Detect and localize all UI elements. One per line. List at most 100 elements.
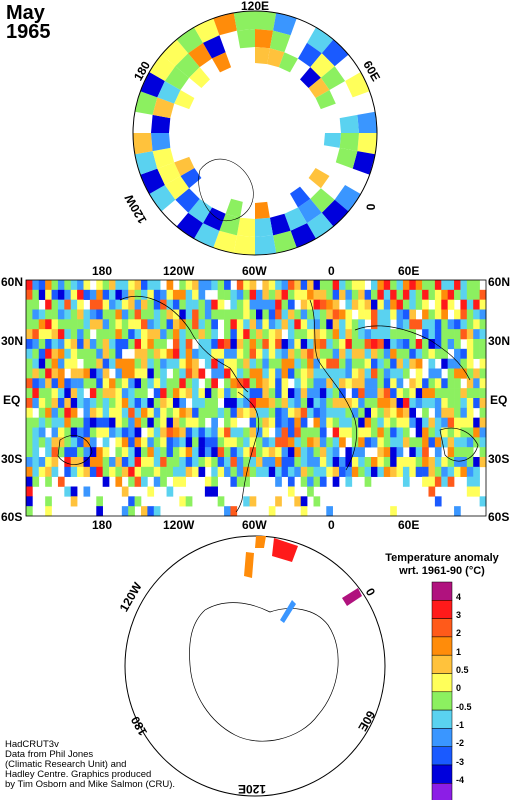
anomaly-cell xyxy=(364,329,372,340)
anomaly-cell xyxy=(383,329,391,340)
anomaly-cell xyxy=(460,388,468,399)
anomaly-cell xyxy=(121,358,129,369)
anomaly-cell xyxy=(233,11,255,31)
anomaly-cell xyxy=(160,466,167,477)
anomaly-cell xyxy=(128,427,135,438)
anomaly-cell xyxy=(313,407,321,418)
anomaly-cell xyxy=(51,299,59,310)
anomaly-cell xyxy=(255,217,274,237)
anomaly-cell xyxy=(128,417,135,428)
anomaly-cell xyxy=(460,427,468,438)
anomaly-cell xyxy=(454,289,461,300)
anomaly-cell xyxy=(390,447,397,458)
anomaly-cell xyxy=(172,378,180,389)
sp-label-120e: 120E xyxy=(238,782,267,796)
anomaly-cell xyxy=(121,427,129,438)
anomaly-cell xyxy=(262,358,270,369)
anomaly-cell xyxy=(307,407,314,418)
anomaly-cell xyxy=(134,457,142,468)
anomaly-cell xyxy=(230,348,238,359)
anomaly-cell xyxy=(192,388,199,399)
anomaly-cell xyxy=(294,280,302,291)
anomaly-cell xyxy=(141,466,148,477)
anomaly-cell xyxy=(32,476,40,487)
legend-color-bar xyxy=(431,581,453,800)
anomaly-cell xyxy=(313,339,321,350)
anomaly-cell xyxy=(268,378,276,389)
anomaly-cell xyxy=(198,309,206,320)
anomaly-cell xyxy=(332,339,340,350)
anomaly-cell xyxy=(64,319,72,330)
legend-label-m3: -3 xyxy=(456,757,465,767)
anomaly-cell xyxy=(275,368,282,379)
lat-label-left-eq: EQ xyxy=(3,393,21,407)
anomaly-cell xyxy=(224,388,231,399)
anomaly-cell xyxy=(51,339,59,350)
anomaly-cell xyxy=(479,417,487,428)
anomaly-cell xyxy=(57,388,65,399)
lat-label-left-60n: 60N xyxy=(1,275,24,289)
anomaly-cell xyxy=(479,309,487,320)
lon-label-top-180: 180 xyxy=(92,264,113,278)
anomaly-cell xyxy=(160,329,167,340)
anomaly-cell xyxy=(390,299,397,310)
anomaly-cell xyxy=(320,66,346,90)
anomaly-cell xyxy=(479,329,487,340)
anomaly-cell xyxy=(77,309,84,320)
anomaly-cell xyxy=(230,388,238,399)
anomaly-cell xyxy=(371,339,378,350)
anomaly-cell xyxy=(192,368,199,379)
anomaly-cell xyxy=(179,417,187,428)
anomaly-cell xyxy=(409,378,417,389)
anomaly-cell xyxy=(415,348,423,359)
anomaly-cell xyxy=(185,329,193,340)
anomaly-cell xyxy=(447,299,455,310)
anomaly-cell xyxy=(479,427,487,438)
anomaly-cell xyxy=(377,437,385,448)
anomaly-cell xyxy=(192,417,199,428)
anomaly-cell xyxy=(166,299,174,310)
anomaly-cell xyxy=(447,339,455,350)
anomaly-cell xyxy=(275,398,282,409)
anomaly-cell xyxy=(64,457,72,468)
anomaly-cell xyxy=(166,486,174,497)
anomaly-cell xyxy=(70,378,78,389)
anomaly-cell xyxy=(287,407,295,418)
lat-label-left-60s: 60S xyxy=(1,510,23,524)
anomaly-cell xyxy=(422,447,429,458)
anomaly-cell xyxy=(147,378,155,389)
anomaly-cell xyxy=(473,319,480,330)
anomaly-cell xyxy=(402,358,410,369)
anomaly-cell xyxy=(402,457,410,468)
anomaly-cell xyxy=(185,319,193,330)
anomaly-cell xyxy=(358,329,365,340)
anomaly-cell xyxy=(128,358,135,369)
anomaly-cell xyxy=(466,457,474,468)
anomaly-cell xyxy=(26,457,33,468)
anomaly-cell xyxy=(198,368,206,379)
anomaly-cell xyxy=(402,476,410,487)
anomaly-cell xyxy=(307,348,314,359)
anomaly-cell xyxy=(339,319,346,330)
anomaly-cell xyxy=(64,299,72,310)
anomaly-cell xyxy=(294,378,302,389)
anomaly-cell xyxy=(422,457,429,468)
anomaly-cell xyxy=(134,476,142,487)
anomaly-cell xyxy=(268,329,276,340)
anomaly-cell xyxy=(422,388,429,399)
anomaly-cell xyxy=(339,329,346,340)
anomaly-cell xyxy=(466,309,474,320)
anomaly-cell xyxy=(224,427,231,438)
anomaly-cell xyxy=(428,309,436,320)
anomaly-cell xyxy=(383,427,391,438)
anomaly-cell xyxy=(447,476,455,487)
anomaly-cell xyxy=(466,476,474,487)
anomaly-cell xyxy=(109,289,116,300)
anomaly-cell xyxy=(300,506,308,517)
anomaly-cell xyxy=(358,457,365,468)
legend-swatch-0 xyxy=(431,581,453,601)
anomaly-cell xyxy=(230,466,238,477)
anomaly-cell xyxy=(134,299,142,310)
anomaly-cell xyxy=(224,378,231,389)
anomaly-cell xyxy=(236,309,244,320)
